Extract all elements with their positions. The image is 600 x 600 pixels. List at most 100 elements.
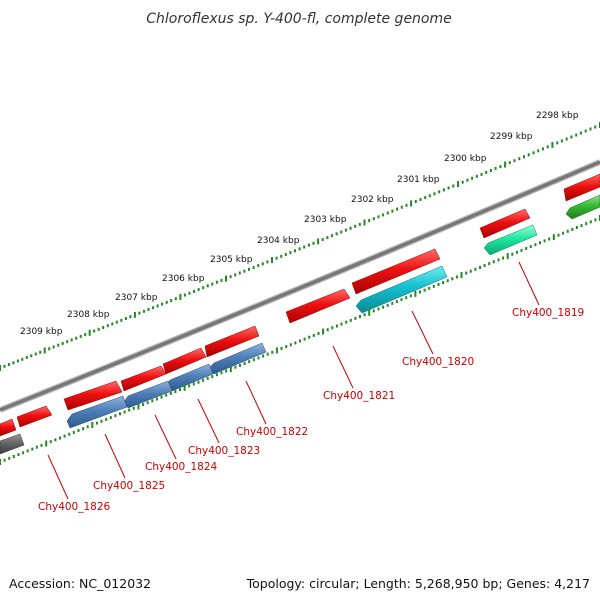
scale-minor-tick [262, 354, 265, 358]
gene-label-chy400-1822[interactable]: Chy400_1822 [236, 426, 308, 438]
scale-minor-tick [446, 279, 449, 283]
gene-label-chy400-1825[interactable]: Chy400_1825 [93, 480, 165, 492]
scale-minor-tick [26, 449, 29, 453]
scale-label-2299: 2299 kbp [490, 132, 533, 142]
scale-minor-tick [303, 337, 306, 341]
scale-minor-tick [174, 297, 177, 301]
outer-scale-ruler [0, 122, 600, 371]
scale-minor-tick [405, 296, 408, 300]
scale-minor-tick [22, 451, 25, 455]
cds-reverse-gray[interactable] [0, 433, 25, 455]
scale-minor-tick [197, 288, 200, 292]
scale-minor-tick [363, 313, 366, 317]
scale-minor-tick [419, 198, 422, 201]
cds-forward[interactable] [351, 248, 441, 295]
scale-minor-tick [520, 248, 523, 252]
scale-minor-tick [321, 238, 324, 241]
scale-label-2302: 2302 kbp [351, 195, 394, 205]
scale-minor-tick [437, 283, 440, 286]
scale-minor-tick [68, 432, 71, 436]
scale-minor-tick [386, 303, 389, 307]
gene-label-chy400-1819[interactable]: Chy400_1819 [512, 307, 584, 319]
scale-minor-tick [147, 308, 150, 311]
scale-minor-tick [193, 289, 195, 293]
scale-minor-tick [377, 307, 380, 311]
scale-minor-tick [515, 250, 518, 254]
scale-label-2306: 2306 kbp [162, 274, 205, 284]
cds-forward[interactable] [204, 325, 260, 358]
genome-stats-label: Topology: circular; Length: 5,268,950 bp… [246, 576, 590, 591]
cds-forward[interactable] [162, 347, 207, 375]
cds-forward[interactable] [285, 288, 351, 324]
gene-label-chy400-1820[interactable]: Chy400_1820 [402, 356, 474, 368]
scale-minor-tick [248, 360, 251, 364]
scale-minor-tick [95, 421, 98, 425]
gene-label-chy400-1823[interactable]: Chy400_1823 [188, 445, 260, 457]
scale-minor-tick [115, 320, 118, 324]
scale-minor-tick [188, 384, 191, 388]
scale-minor-tick [312, 333, 315, 337]
leader-line [154, 414, 177, 460]
scale-minor-tick [518, 157, 521, 161]
scale-minor-tick [575, 226, 578, 229]
gene-label-chy400-1826[interactable]: Chy400_1826 [38, 501, 111, 513]
scale-minor-tick [25, 356, 28, 359]
scale-minor-tick [238, 271, 241, 275]
scale-minor-tick [211, 282, 214, 286]
scale-minor-tick [129, 315, 132, 319]
scale-major-tick [368, 309, 371, 316]
scale-minor-tick [527, 153, 530, 157]
cds-reverse-cyan[interactable] [355, 265, 448, 314]
scale-minor-tick [266, 352, 269, 356]
scale-minor-tick [354, 224, 357, 228]
scale-minor-tick [174, 390, 177, 393]
scale-minor-tick [79, 334, 82, 338]
scale-minor-tick [57, 343, 60, 347]
cds-forward[interactable] [0, 418, 17, 437]
cds-forward[interactable] [479, 208, 531, 239]
gene-label-chy400-1824[interactable]: Chy400_1824 [145, 461, 218, 473]
scale-minor-tick [266, 260, 269, 264]
scale-minor-tick [419, 290, 421, 294]
scale-major-tick [229, 366, 232, 373]
scale-minor-tick [202, 286, 205, 290]
scale-minor-tick [548, 237, 551, 241]
scale-minor-tick [562, 231, 565, 235]
scale-minor-tick [7, 363, 10, 366]
scale-minor-tick [326, 328, 329, 332]
cds-forward[interactable] [120, 365, 167, 392]
scale-minor-tick [188, 291, 191, 295]
scale-minor-tick [308, 335, 311, 339]
scale-minor-tick [243, 362, 246, 365]
cds-forward[interactable] [563, 173, 600, 202]
scale-major-tick [225, 275, 227, 282]
scale-minor-tick [513, 159, 516, 163]
cds-forward[interactable] [63, 380, 123, 411]
cds-reverse[interactable] [66, 395, 128, 429]
scale-label-2298: 2298 kbp [536, 111, 579, 121]
scale-label-2307: 2307 kbp [115, 293, 158, 303]
scale-minor-tick [511, 252, 514, 256]
scale-label-2300: 2300 kbp [444, 154, 487, 164]
scale-major-tick [45, 440, 48, 447]
scale-minor-tick [106, 324, 109, 328]
leader-line [411, 310, 434, 355]
cds-reverse-teal[interactable] [483, 224, 538, 256]
scale-label-2301: 2301 kbp [397, 175, 440, 185]
scale-minor-tick [566, 229, 569, 233]
scale-minor-tick [359, 315, 361, 319]
scale-label-2309: 2309 kbp [20, 327, 63, 337]
scale-minor-tick [497, 258, 500, 262]
scale-minor-tick [120, 318, 123, 322]
scale-minor-tick [400, 205, 403, 209]
scale-minor-tick [109, 416, 112, 420]
scale-minor-tick [396, 207, 399, 211]
scale-minor-tick [252, 358, 255, 362]
scale-minor-tick [165, 393, 168, 397]
genome-backbone-core [0, 160, 600, 412]
cds-reverse-green[interactable] [565, 194, 600, 220]
gene-label-chy400-1821[interactable]: Chy400_1821 [323, 390, 395, 402]
cds-forward[interactable] [16, 405, 53, 428]
scale-minor-tick [471, 176, 474, 180]
scale-minor-tick [234, 273, 237, 277]
